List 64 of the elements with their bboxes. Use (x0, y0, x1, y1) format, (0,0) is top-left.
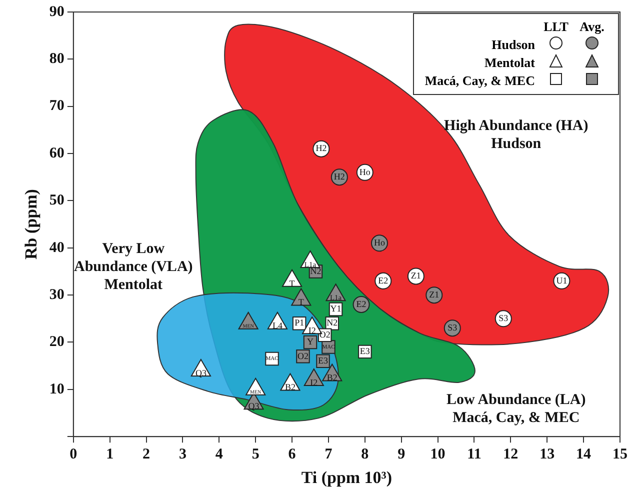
x-tick-label: 6 (288, 446, 296, 462)
x-tick-label: 9 (398, 446, 406, 462)
data-label: Y (307, 336, 314, 347)
x-tick-label: 4 (215, 446, 224, 462)
annotation: Low Abundance (LA) Macá, Cay, & MEC (446, 391, 586, 427)
legend-label: Hudson (490, 36, 536, 54)
x-tick-label: 11 (467, 446, 482, 462)
data-label: O2 (319, 330, 330, 340)
data-label: E2 (378, 275, 388, 286)
y-tick-label: 70 (49, 98, 64, 114)
data-label: H2 (334, 171, 345, 182)
data-label: E3 (360, 346, 370, 356)
data-label: T (289, 278, 296, 288)
data-label: I2 (308, 325, 316, 336)
y-tick-label: 80 (49, 51, 64, 68)
data-label: Z1 (429, 289, 440, 300)
y-tick-label: 30 (49, 286, 64, 303)
x-axis-title: Ti (ppm 10³) (301, 468, 392, 488)
data-label: S3 (448, 322, 458, 332)
annotation: High Abundance (HA) Hudson (444, 117, 588, 154)
data-label: Q3 (195, 368, 207, 378)
y-tick-label: 90 (49, 4, 64, 20)
x-tick-label: 3 (178, 446, 186, 462)
data-label: O2 (297, 350, 308, 361)
x-tick-label: 13 (540, 446, 555, 462)
y-axis-title: Rb (ppm) (22, 189, 41, 260)
data-label: B2 (326, 372, 338, 383)
annotation: Avg. (578, 18, 606, 36)
x-tick-label: 5 (252, 446, 260, 462)
x-tick-label: 12 (503, 446, 518, 462)
x-tick-label: 14 (576, 446, 592, 462)
annotation: LLT (542, 18, 570, 36)
y-tick-label: 40 (49, 240, 64, 256)
legend-label: Macá, Cay, & MEC (424, 72, 536, 90)
y-tick-label: 10 (49, 381, 64, 398)
data-label: S3 (498, 313, 509, 324)
x-tick-label: 1 (106, 446, 114, 462)
x-tick-label: 0 (70, 446, 78, 462)
annotation: Very Low Abundance (VLA) Mentolat (74, 240, 193, 294)
y-tick-label: 60 (49, 145, 64, 162)
data-label: P1 (294, 318, 304, 328)
data-label: Ho (374, 238, 386, 248)
data-label: Y1 (330, 304, 342, 314)
y-tick-label: 50 (49, 192, 64, 209)
data-label: N2 (326, 318, 338, 328)
data-label: H2 (316, 143, 327, 154)
legend-label: Mentolat (483, 54, 536, 72)
data-label: I2 (310, 377, 318, 388)
x-tick-label: 8 (361, 446, 369, 462)
x-tick-label: 15 (612, 446, 628, 462)
data-label: Q3 (248, 400, 260, 411)
x-tick-label: 2 (142, 446, 150, 462)
x-tick-label: 10 (430, 446, 446, 462)
data-label: T (298, 297, 304, 308)
data-label: Ho (359, 166, 371, 177)
data-label: E2 (356, 298, 366, 309)
y-tick-label: 20 (49, 334, 64, 350)
data-label: L4 (272, 320, 283, 331)
data-label: E3 (318, 355, 329, 366)
data-label: N2 (310, 266, 322, 276)
x-tick-label: 7 (324, 446, 333, 462)
data-label: Z1 (410, 270, 421, 281)
data-label: B2 (284, 382, 296, 392)
data-label: U1 (556, 275, 568, 286)
